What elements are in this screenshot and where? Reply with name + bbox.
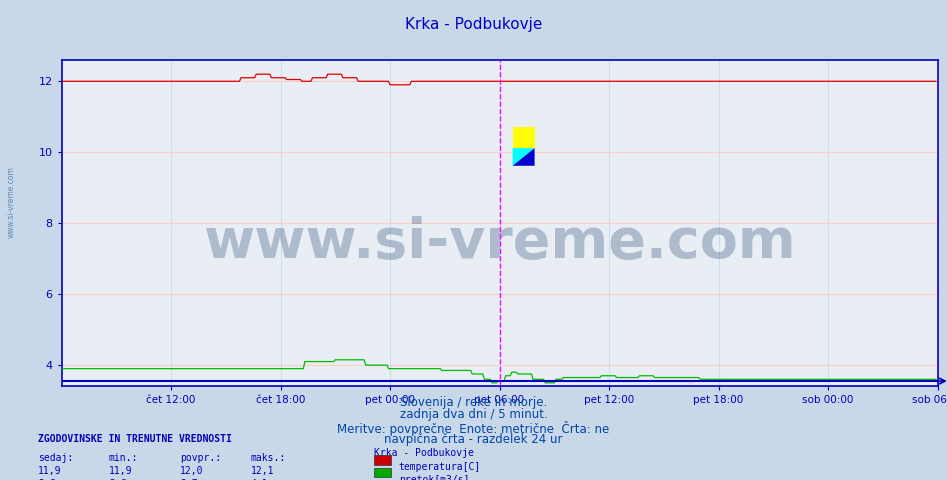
Text: Krka - Podbukovje: Krka - Podbukovje: [374, 448, 474, 458]
Text: min.:: min.:: [109, 453, 138, 463]
Text: maks.:: maks.:: [251, 453, 286, 463]
Text: zadnja dva dni / 5 minut.: zadnja dva dni / 5 minut.: [400, 408, 547, 421]
Text: 4,1: 4,1: [251, 479, 269, 480]
Text: 3,6: 3,6: [38, 479, 56, 480]
Text: pretok[m3/s]: pretok[m3/s]: [399, 475, 469, 480]
Polygon shape: [512, 148, 535, 166]
Polygon shape: [512, 148, 535, 166]
Text: Krka - Podbukovje: Krka - Podbukovje: [404, 17, 543, 32]
Text: ZGODOVINSKE IN TRENUTNE VREDNOSTI: ZGODOVINSKE IN TRENUTNE VREDNOSTI: [38, 434, 232, 444]
Text: navpična črta - razdelek 24 ur: navpična črta - razdelek 24 ur: [384, 433, 563, 446]
Text: sedaj:: sedaj:: [38, 453, 73, 463]
Text: temperatura[C]: temperatura[C]: [399, 462, 481, 472]
Text: 3,7: 3,7: [180, 479, 198, 480]
Text: povpr.:: povpr.:: [180, 453, 221, 463]
Text: Slovenija / reke in morje.: Slovenija / reke in morje.: [400, 396, 547, 409]
Text: 11,9: 11,9: [109, 466, 133, 476]
Text: 3,6: 3,6: [109, 479, 127, 480]
Text: 12,0: 12,0: [180, 466, 204, 476]
Text: Meritve: povprečne  Enote: metrične  Črta: ne: Meritve: povprečne Enote: metrične Črta:…: [337, 421, 610, 436]
FancyBboxPatch shape: [512, 127, 535, 148]
Text: www.si-vreme.com: www.si-vreme.com: [7, 166, 16, 238]
Text: www.si-vreme.com: www.si-vreme.com: [204, 216, 795, 270]
Text: 11,9: 11,9: [38, 466, 62, 476]
Text: 12,1: 12,1: [251, 466, 275, 476]
